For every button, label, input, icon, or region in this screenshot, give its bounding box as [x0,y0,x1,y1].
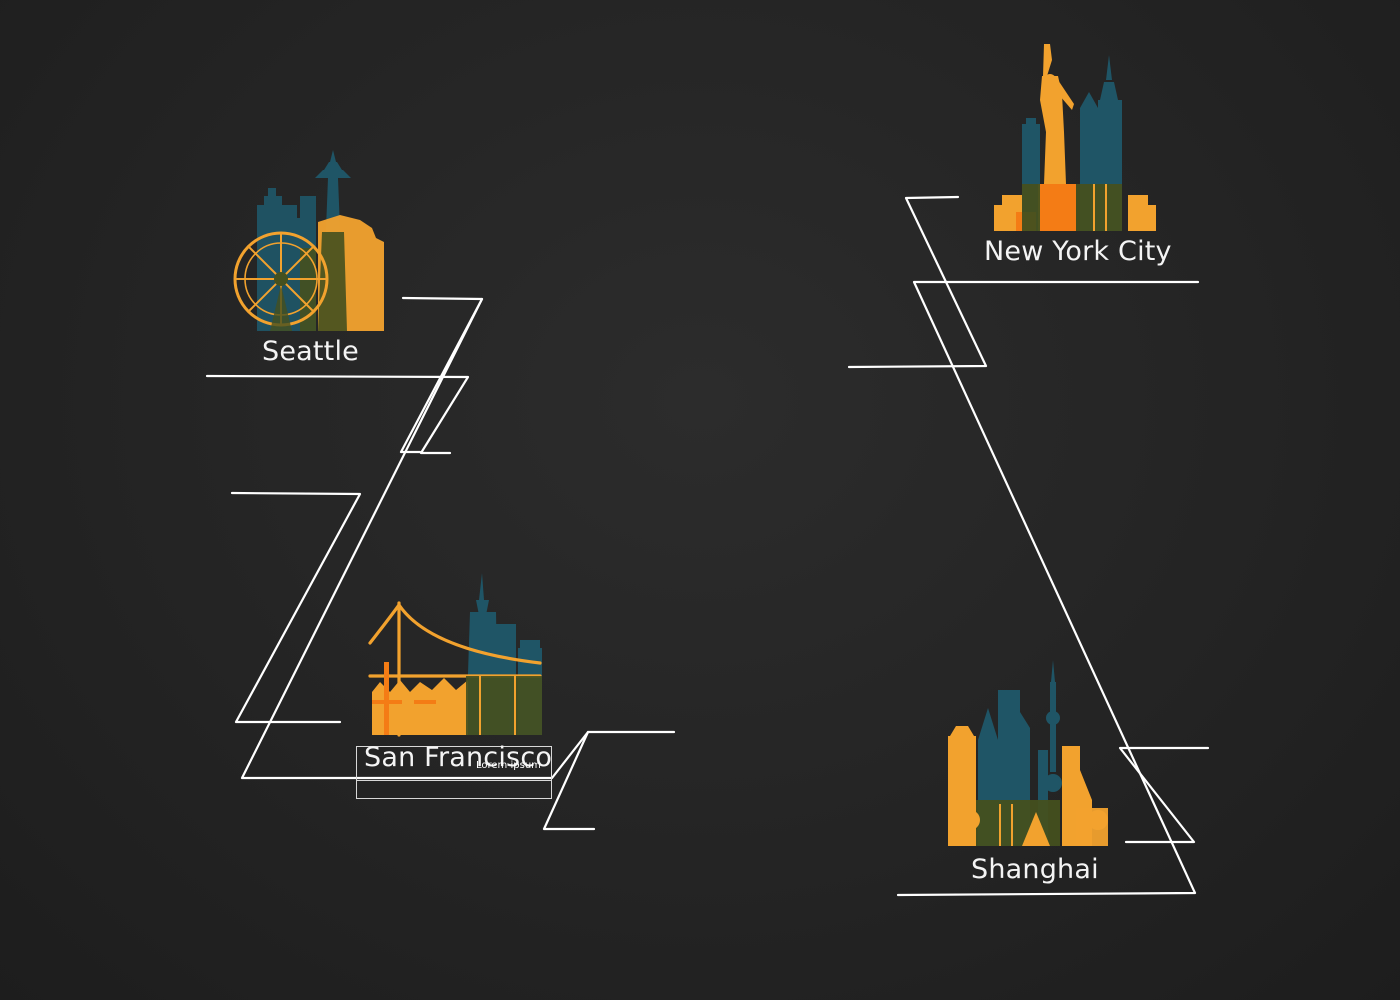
sf-zigzag-line [230,491,362,724]
new-york-city-label: New York City [984,236,1172,267]
shanghai-zigzag-line [1118,746,1210,844]
selection-box-divider [356,780,552,781]
seattle-zigzag-line [399,296,484,454]
shanghai-label: Shanghai [971,854,1099,885]
san-francisco-text-selection-box[interactable] [356,746,552,799]
nyc-underline [896,280,1200,897]
sf-bottom-connector-line [542,730,596,831]
san-francisco-caption[interactable]: Lorem ipsum [476,760,541,771]
san-francisco-label[interactable]: San Francisco [364,742,553,773]
left-long-diagonal-line [240,297,676,780]
seattle-label: Seattle [262,336,359,367]
seattle-connector-line [205,374,470,455]
